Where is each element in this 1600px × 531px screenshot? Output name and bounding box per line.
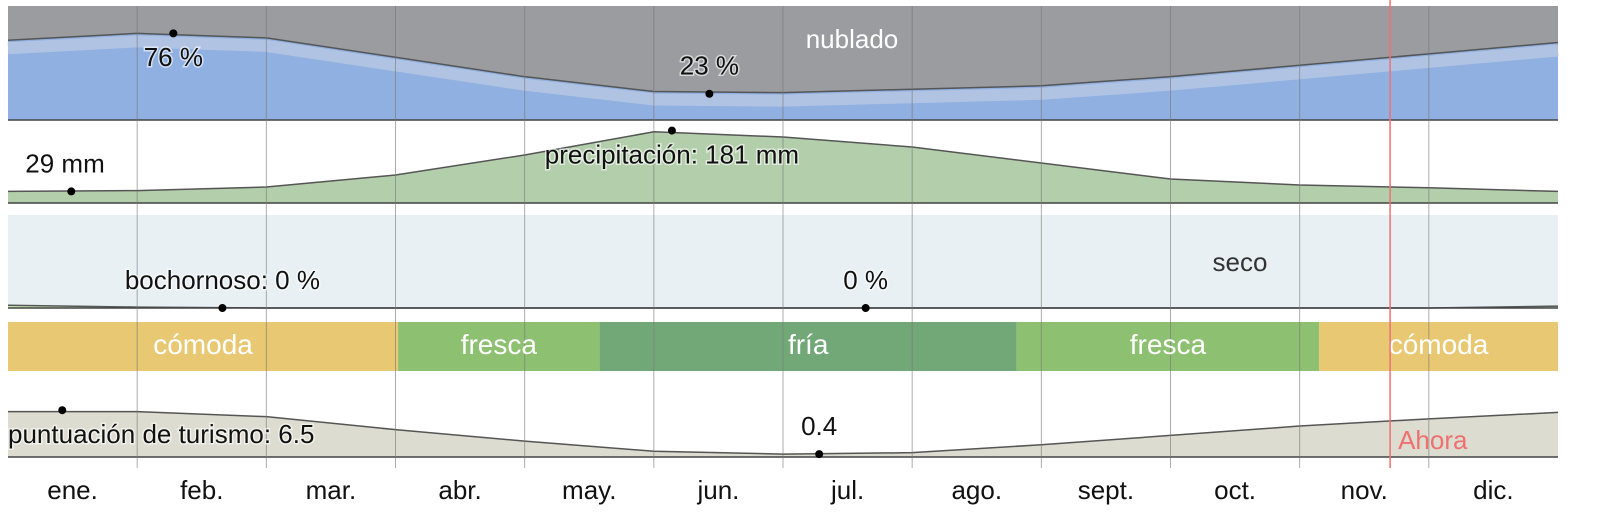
band	[1016, 322, 1320, 371]
x-tick-label: abr.	[438, 475, 481, 505]
x-tick-label: jun.	[696, 475, 739, 505]
x-tick-label: ago.	[951, 475, 1002, 505]
band-label: fresca	[461, 329, 538, 360]
band-label: cómoda	[1389, 329, 1489, 360]
band	[599, 322, 1017, 371]
annotation: bochornoso: 0 %	[125, 265, 320, 295]
annotation: 76 %	[144, 42, 203, 72]
x-tick-label: jul.	[830, 475, 864, 505]
point	[58, 406, 67, 415]
annotation: 0 %	[843, 265, 888, 295]
x-tick-label: oct.	[1214, 475, 1256, 505]
annotation: puntuación de turismo: 6.5	[8, 419, 314, 449]
point	[705, 89, 714, 98]
band-label: fría	[788, 329, 829, 360]
panel-label: seco	[1213, 247, 1268, 277]
x-tick-label: nov.	[1341, 475, 1388, 505]
annotation: 0.4	[801, 411, 837, 441]
annotation: precipitación: 181 mm	[545, 139, 799, 169]
point	[667, 126, 676, 135]
annotation: 29 mm	[25, 148, 104, 178]
annotation: 23 %	[680, 51, 739, 81]
band	[1319, 322, 1558, 371]
band-label: fresca	[1130, 329, 1207, 360]
x-tick-label: may.	[562, 475, 616, 505]
point	[67, 187, 76, 196]
point	[861, 304, 870, 312]
x-tick-label: dic.	[1473, 475, 1513, 505]
point	[815, 450, 824, 459]
x-tick-label: feb.	[180, 475, 223, 505]
x-tick-label: ene.	[47, 475, 98, 505]
x-tick-label: mar.	[306, 475, 357, 505]
band-label: cómoda	[153, 329, 253, 360]
band	[8, 322, 399, 371]
point	[218, 304, 227, 312]
band	[398, 322, 600, 371]
point	[169, 29, 178, 38]
panel-label: nublado	[806, 24, 899, 54]
now-label: Ahora	[1398, 425, 1468, 455]
x-tick-label: sept.	[1078, 475, 1134, 505]
